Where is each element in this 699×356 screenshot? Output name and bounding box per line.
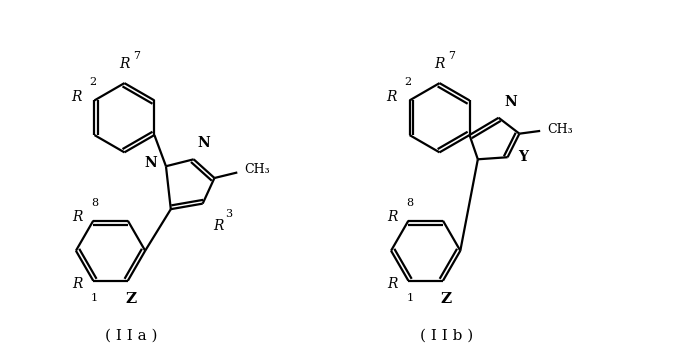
Text: R: R [71,90,82,104]
Text: R: R [73,210,83,224]
Text: 3: 3 [225,209,232,219]
Text: CH₃: CH₃ [547,123,572,136]
Text: Z: Z [441,293,452,307]
Text: R: R [387,90,397,104]
Text: Z: Z [126,293,137,307]
Text: ( I I a ): ( I I a ) [105,328,157,342]
Text: R: R [434,57,445,70]
Text: N: N [144,156,157,170]
Text: 8: 8 [91,198,98,208]
Text: 2: 2 [89,77,96,87]
Text: R: R [213,219,224,233]
Text: CH₃: CH₃ [244,163,270,176]
Text: 7: 7 [134,51,140,61]
Text: 8: 8 [406,198,413,208]
Text: 1: 1 [91,293,98,303]
Text: 7: 7 [449,51,456,61]
Text: N: N [197,136,210,150]
Text: Y: Y [518,150,528,164]
Text: R: R [387,277,398,291]
Text: R: R [119,57,129,70]
Text: 1: 1 [406,293,413,303]
Text: R: R [387,210,398,224]
Text: R: R [73,277,83,291]
Text: 2: 2 [404,77,411,87]
Text: N: N [504,95,517,109]
Text: ( I I b ): ( I I b ) [420,328,473,342]
